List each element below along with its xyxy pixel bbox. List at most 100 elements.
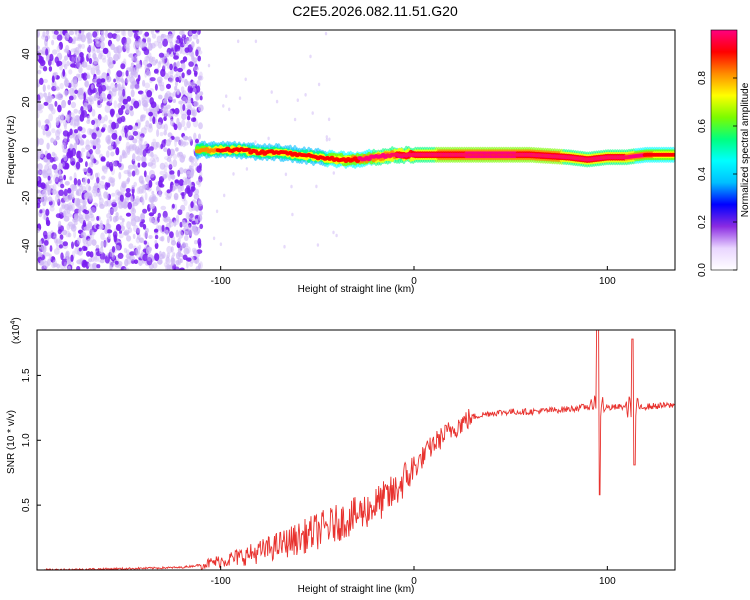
noise-speckle — [167, 77, 173, 82]
noise-speckle — [143, 48, 150, 56]
noise-speckle — [184, 187, 191, 194]
noise-speckle — [42, 66, 48, 72]
noise-speckle — [115, 123, 120, 129]
track-peak — [397, 153, 404, 157]
snr-y-exponent-close: ) — [11, 317, 22, 320]
noise-speckle — [150, 101, 157, 109]
noise-speckle — [198, 122, 203, 130]
noise-speckle — [198, 133, 201, 140]
track-peak — [478, 153, 485, 157]
noise-speckle — [52, 33, 58, 40]
noise-speckle — [170, 174, 176, 180]
noise-speckle — [140, 212, 145, 220]
noise-speckle — [164, 92, 169, 101]
noise-speckle — [141, 180, 145, 185]
track-peak — [426, 153, 433, 157]
noise-speckle — [99, 203, 105, 209]
noise-speckle — [64, 197, 70, 202]
noise-speckle — [62, 68, 66, 77]
noise-speckle — [37, 228, 41, 233]
noise-speckle — [106, 75, 112, 83]
noise-speckle — [138, 137, 143, 146]
noise-speckle — [138, 30, 143, 35]
noise-speckle — [181, 62, 186, 70]
noise-speckle — [78, 247, 82, 252]
noise-speckle — [82, 178, 87, 186]
noise-speckle — [148, 235, 153, 239]
noise-speckle — [114, 30, 121, 34]
noise-speckle — [135, 227, 141, 233]
noise-speckle — [68, 112, 75, 119]
noise-speckle — [176, 90, 180, 96]
noise-speckle — [222, 104, 225, 108]
noise-speckle — [134, 146, 140, 155]
noise-speckle — [153, 228, 159, 233]
noise-speckle — [125, 191, 132, 198]
noise-speckle — [160, 235, 165, 242]
noise-speckle — [123, 204, 128, 210]
noise-speckle — [59, 82, 64, 90]
noise-speckle — [64, 32, 70, 41]
noise-speckle — [45, 216, 50, 225]
noise-speckle — [126, 235, 132, 242]
noise-speckle — [58, 220, 62, 228]
noise-speckle — [150, 30, 155, 35]
noise-speckle — [81, 61, 88, 68]
noise-speckle — [193, 193, 200, 200]
noise-speckle — [160, 33, 165, 42]
noise-speckle — [101, 184, 105, 189]
noise-speckle — [96, 130, 102, 138]
noise-speckle — [84, 210, 90, 215]
noise-speckle — [325, 135, 328, 139]
noise-speckle — [172, 153, 178, 160]
noise-speckle — [94, 172, 99, 178]
noise-speckle — [88, 213, 94, 218]
noise-speckle — [91, 61, 96, 68]
noise-speckle — [132, 153, 136, 162]
noise-speckle — [196, 93, 201, 99]
noise-speckle — [39, 252, 43, 258]
track-peak — [467, 153, 474, 157]
noise-speckle — [73, 108, 78, 114]
colorbar: 0.0 0.2 0.4 0.6 0.8 Normalized spectral ampl… — [697, 29, 750, 277]
track-peak — [513, 153, 520, 157]
noise-speckle — [48, 253, 53, 261]
noise-speckle — [126, 47, 130, 54]
noise-speckle — [68, 69, 73, 75]
noise-speckle — [87, 52, 91, 59]
noise-speckle — [190, 186, 196, 192]
noise-speckle — [68, 95, 74, 101]
noise-speckle — [178, 100, 183, 105]
noise-speckle — [76, 73, 81, 78]
noise-speckle — [182, 141, 189, 146]
noise-speckle — [86, 74, 91, 79]
noise-speckle — [190, 201, 194, 209]
noise-speckle — [37, 55, 40, 60]
noise-speckle — [37, 169, 42, 176]
noise-speckle — [120, 128, 126, 135]
noise-speckle — [89, 139, 94, 144]
noise-speckle — [52, 235, 57, 240]
noise-speckle — [129, 145, 133, 150]
noise-speckle — [149, 56, 154, 63]
noise-speckle — [207, 63, 211, 68]
noise-speckle — [45, 208, 50, 216]
noise-speckle — [126, 177, 131, 183]
noise-speckle — [189, 213, 194, 218]
noise-speckle — [197, 214, 202, 221]
noise-speckle — [170, 119, 174, 127]
noise-speckle — [140, 114, 147, 119]
noise-speckle — [174, 38, 180, 45]
track-peak — [438, 153, 445, 157]
noise-speckle — [79, 151, 84, 158]
noise-speckle — [149, 157, 156, 163]
noise-speckle — [55, 213, 62, 219]
noise-speckle — [54, 176, 60, 185]
noise-speckle — [81, 110, 88, 118]
noise-speckle — [120, 30, 125, 36]
noise-speckle — [142, 79, 146, 87]
noise-speckle — [167, 235, 170, 244]
noise-speckle — [159, 84, 165, 92]
noise-speckle — [96, 48, 101, 54]
noise-speckle — [87, 115, 91, 122]
